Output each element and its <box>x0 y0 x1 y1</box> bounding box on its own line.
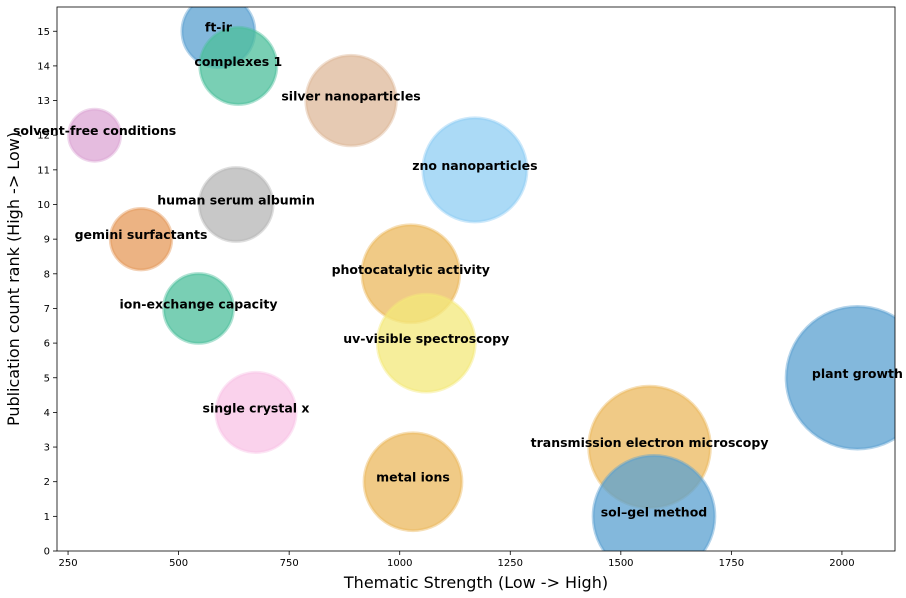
bubble-label: photocatalytic activity <box>332 262 490 277</box>
y-tick-label: 12 <box>37 131 50 142</box>
bubble-point <box>784 305 895 451</box>
bubble-point <box>214 370 298 454</box>
bubble-label: transmission electron microscopy <box>531 435 769 450</box>
bubble-point <box>591 454 717 551</box>
y-tick-label: 0 <box>44 547 50 558</box>
bubble-label: zno nanoparticles <box>412 158 537 173</box>
bubble-label: sol–gel method <box>601 504 708 519</box>
y-tick-label: 6 <box>44 339 50 350</box>
x-tick-label: 1750 <box>719 558 744 569</box>
bubble-label: metal ions <box>376 470 450 485</box>
bubble-point <box>108 206 174 272</box>
bubble-point <box>162 272 235 345</box>
bubble-label: uv-visible spectroscopy <box>343 331 509 346</box>
bubble-label: ft-ir <box>205 19 233 34</box>
y-tick-label: 9 <box>44 235 50 246</box>
bubble-point <box>304 53 398 148</box>
bubble-point <box>198 25 279 106</box>
bubbles-layer <box>67 7 895 551</box>
y-tick-label: 13 <box>37 96 50 107</box>
y-tick-label: 4 <box>44 408 50 419</box>
bubble-label: single crystal x <box>203 400 310 415</box>
y-tick-label: 10 <box>37 200 50 211</box>
y-tick-label: 11 <box>37 165 50 176</box>
bubble-point <box>197 166 275 243</box>
y-tick-label: 2 <box>44 477 50 488</box>
bubble-label: complexes 1 <box>194 54 282 69</box>
y-tick-label: 8 <box>44 269 50 280</box>
x-tick-label: 2000 <box>829 558 854 569</box>
bubble-label: human serum albumin <box>157 193 315 208</box>
bubble-labels-layer: ft-ir complexes 1 silver nanoparticles solv… <box>13 19 903 519</box>
bubble-point <box>421 116 529 224</box>
bubble-label: gemini surfactants <box>75 227 208 242</box>
x-tick-label: 750 <box>280 558 299 569</box>
y-tick-label: 3 <box>44 443 50 454</box>
x-axis: 250 500 750 1000 1250 1500 1750 2000 <box>59 551 855 569</box>
bubble-point <box>67 107 123 163</box>
bubble-label: silver nanoparticles <box>281 89 420 104</box>
bubble-label: ion-exchange capacity <box>120 296 278 311</box>
x-tick-label: 1000 <box>387 558 412 569</box>
y-tick-label: 15 <box>37 27 50 38</box>
y-tick-label: 14 <box>37 61 50 72</box>
x-tick-label: 250 <box>59 558 78 569</box>
x-tick-label: 1250 <box>498 558 523 569</box>
bubble-label: solvent-free conditions <box>13 123 176 138</box>
bubble-label: plant growth <box>812 366 903 381</box>
x-tick-label: 1500 <box>608 558 633 569</box>
plot-frame <box>56 6 896 552</box>
y-axis-title: Publication count rank (High -> Low) <box>4 132 23 426</box>
bubble-point <box>375 292 477 394</box>
y-tick-label: 7 <box>44 304 50 315</box>
bubble-point <box>362 431 464 533</box>
x-tick-label: 500 <box>169 558 188 569</box>
y-tick-label: 1 <box>44 512 50 523</box>
y-tick-label: 5 <box>44 373 50 384</box>
x-axis-title: Thematic Strength (Low -> High) <box>343 573 608 592</box>
